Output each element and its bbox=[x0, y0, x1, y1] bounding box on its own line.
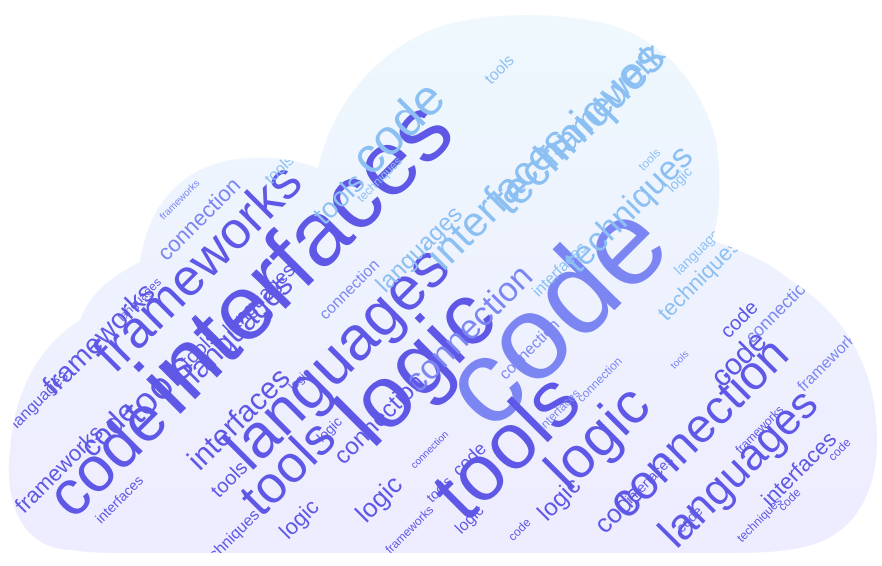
cloud-shape bbox=[8, 15, 878, 554]
